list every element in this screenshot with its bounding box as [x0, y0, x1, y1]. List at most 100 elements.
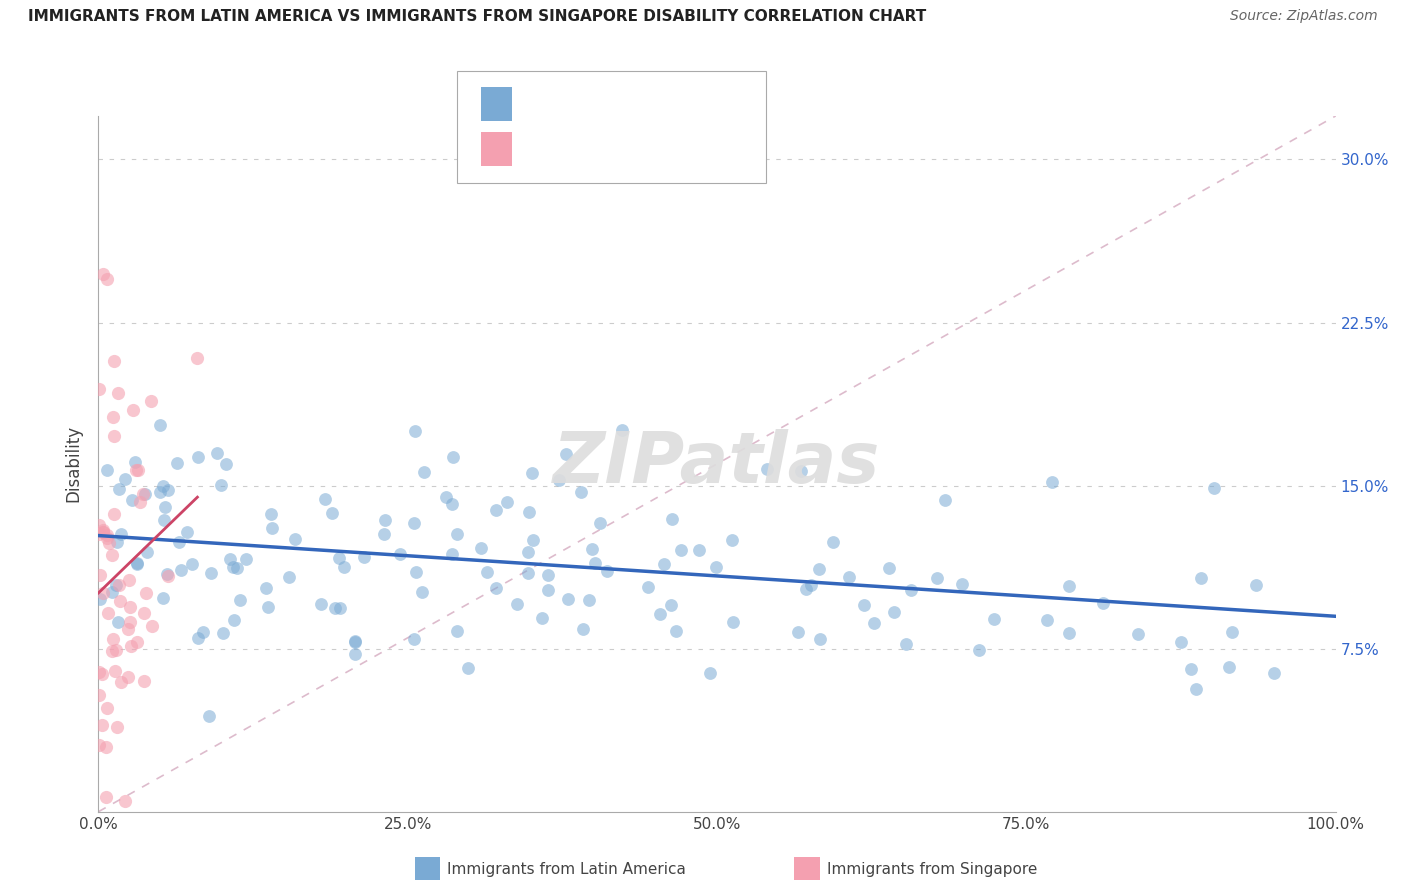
Point — [572, 623, 595, 637]
Point — [134, 674, 156, 689]
Point — [129, 495, 152, 509]
Point — [103, 508, 125, 522]
Point — [89, 592, 111, 607]
Text: 0.059: 0.059 — [565, 141, 613, 159]
Point — [87, 665, 110, 680]
Point — [176, 524, 198, 539]
Point — [610, 423, 633, 437]
Point — [118, 615, 141, 629]
Text: 56: 56 — [678, 141, 699, 159]
Point — [141, 618, 163, 632]
Point — [536, 567, 558, 582]
Point — [180, 557, 202, 571]
Point — [89, 527, 111, 541]
Point — [219, 552, 242, 566]
Point — [787, 625, 810, 640]
Point — [581, 541, 603, 556]
Y-axis label: Disability: Disability — [65, 425, 83, 502]
Point — [135, 586, 157, 600]
Point — [96, 463, 118, 477]
Point — [1189, 571, 1212, 585]
Point — [141, 393, 163, 408]
Point — [284, 532, 307, 546]
Point — [101, 548, 124, 562]
Point — [254, 581, 277, 595]
Point — [1244, 577, 1267, 591]
Point — [344, 634, 367, 648]
Point — [589, 516, 612, 530]
Text: Immigrants from Latin America: Immigrants from Latin America — [447, 863, 686, 877]
Point — [170, 563, 193, 577]
Point — [107, 615, 129, 630]
Point — [516, 566, 538, 581]
Point — [659, 598, 682, 612]
Point — [852, 598, 875, 612]
Point — [87, 688, 110, 702]
Point — [118, 573, 141, 587]
Text: Source: ZipAtlas.com: Source: ZipAtlas.com — [1230, 9, 1378, 23]
Point — [517, 505, 540, 519]
Point — [1036, 614, 1059, 628]
Point — [152, 478, 174, 492]
Point — [101, 585, 124, 599]
Point — [257, 599, 280, 614]
Point — [186, 631, 208, 645]
Point — [470, 541, 492, 555]
Point — [950, 577, 973, 591]
Point — [862, 615, 884, 630]
Point — [790, 463, 813, 477]
Point — [120, 639, 142, 653]
Point — [309, 597, 332, 611]
Point — [108, 594, 131, 608]
Point — [209, 478, 232, 492]
Point — [457, 661, 479, 675]
Point — [343, 647, 366, 661]
Point — [187, 450, 209, 464]
Point — [215, 457, 238, 471]
Point — [637, 580, 659, 594]
Point — [89, 568, 111, 582]
Point — [259, 508, 281, 522]
Point — [321, 506, 343, 520]
Point — [877, 560, 900, 574]
Point — [343, 635, 366, 649]
Point — [200, 566, 222, 581]
Point — [537, 583, 560, 598]
Point — [212, 626, 235, 640]
Point — [122, 403, 145, 417]
Point — [894, 637, 917, 651]
Point — [96, 272, 118, 286]
Point — [107, 385, 129, 400]
Point — [125, 463, 148, 477]
Point — [107, 578, 129, 592]
Point — [314, 492, 336, 507]
Point — [704, 560, 727, 574]
Point — [235, 551, 257, 566]
Point — [808, 632, 831, 646]
Point — [127, 462, 149, 476]
Text: 148: 148 — [678, 95, 709, 113]
Point — [125, 556, 148, 570]
Point — [506, 598, 529, 612]
Point — [1091, 596, 1114, 610]
Point — [114, 794, 136, 808]
Point — [721, 615, 744, 629]
Point — [94, 789, 117, 804]
Point — [91, 267, 114, 281]
Point — [1040, 475, 1063, 490]
Point — [411, 584, 433, 599]
Point — [98, 536, 121, 550]
Point — [475, 565, 498, 579]
Point — [807, 562, 830, 576]
Point — [198, 708, 221, 723]
Point — [688, 543, 710, 558]
Point — [105, 720, 128, 734]
Point — [583, 556, 606, 570]
Point — [152, 591, 174, 605]
Point — [413, 465, 436, 479]
Point — [569, 485, 592, 500]
Point — [1218, 660, 1240, 674]
Point — [91, 667, 114, 681]
Point — [402, 516, 425, 530]
Point — [1057, 579, 1080, 593]
